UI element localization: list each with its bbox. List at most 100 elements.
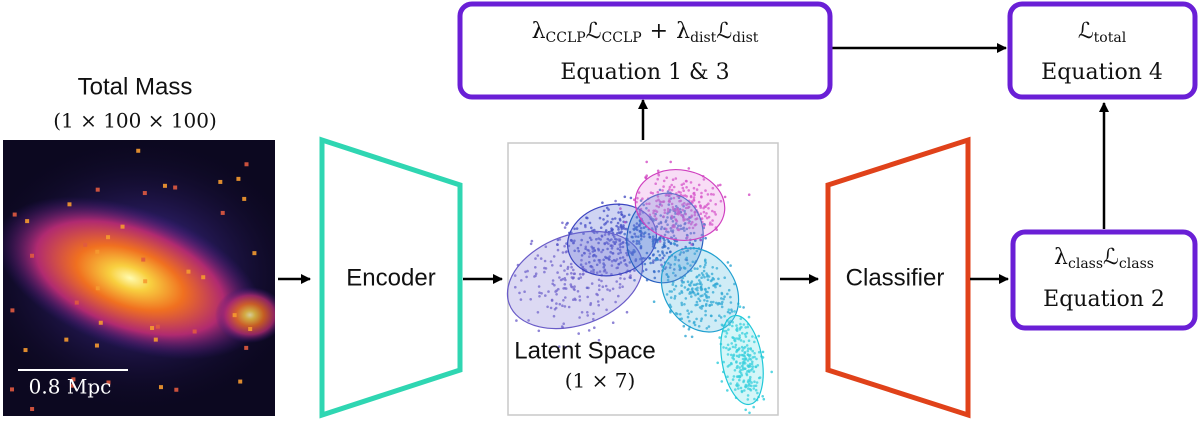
latent-point — [629, 196, 633, 200]
latent-point — [604, 221, 608, 225]
latent-point — [607, 208, 610, 211]
latent-point — [534, 272, 538, 276]
latent-point — [592, 246, 595, 250]
latent-point — [739, 339, 743, 342]
latent-point — [719, 316, 723, 319]
latent-point — [529, 298, 532, 301]
latent-point — [742, 354, 746, 357]
latent-point — [721, 300, 724, 304]
latent-point — [656, 177, 659, 181]
latent-point — [725, 332, 729, 335]
latent-point — [746, 394, 750, 397]
latent-point — [687, 221, 690, 225]
latent-point — [718, 284, 722, 288]
latent-point — [726, 292, 729, 296]
latent-point — [670, 229, 673, 233]
classifier-shape — [825, 136, 971, 419]
latent-point — [726, 343, 730, 347]
latent-point — [692, 291, 696, 295]
latent-point — [667, 262, 670, 265]
latent-point — [699, 204, 702, 207]
latent-point — [700, 305, 704, 308]
latent-point — [742, 380, 745, 384]
latent-point — [715, 267, 719, 270]
latent-point — [593, 326, 596, 330]
latent-point — [595, 271, 599, 275]
latent-point — [579, 276, 583, 279]
latent-point — [611, 252, 614, 255]
latent-point — [737, 387, 740, 390]
latent-point — [537, 285, 541, 288]
latent-point — [719, 183, 722, 187]
latent-point — [685, 227, 689, 231]
latent-point — [699, 212, 703, 215]
latent-point — [724, 329, 728, 333]
latent-point — [606, 214, 609, 218]
latent-point — [665, 251, 669, 255]
latent-point — [601, 285, 605, 289]
latent-point — [572, 268, 575, 272]
latent-point — [635, 222, 639, 225]
latent-point — [570, 238, 573, 242]
latent-point — [608, 258, 611, 261]
mass-speck — [173, 185, 178, 190]
formula-symbol: λ — [1054, 245, 1068, 270]
latent-point — [635, 239, 639, 243]
latent-point — [738, 366, 741, 369]
latent-point — [620, 213, 624, 217]
formula-symbol: ℒ — [586, 19, 602, 44]
latent-point — [657, 198, 660, 202]
latent-point — [696, 303, 699, 307]
latent-point — [573, 272, 576, 276]
latent-point — [753, 352, 756, 355]
latent-point — [623, 227, 626, 230]
latent-point — [556, 243, 559, 246]
latent-point — [675, 244, 679, 247]
latent-point — [686, 309, 689, 313]
latent-point — [642, 232, 646, 235]
latent-point — [563, 305, 567, 308]
latent-point — [705, 275, 709, 278]
latent-point — [602, 209, 606, 213]
latent-point — [741, 331, 744, 335]
latent-point — [696, 289, 699, 292]
latent-point — [612, 240, 615, 244]
latent-point — [606, 237, 610, 241]
latent-point — [720, 297, 723, 300]
latent-point — [746, 325, 750, 329]
latent-point — [569, 262, 573, 266]
latent-point — [685, 195, 688, 198]
latent-point — [704, 290, 708, 294]
latent-point — [735, 337, 739, 340]
latent-point — [722, 360, 725, 364]
latent-point — [670, 202, 674, 206]
latent-point — [677, 228, 681, 232]
classifier-label: Classifier — [846, 264, 945, 291]
latent-point — [749, 388, 753, 392]
latent-point — [703, 275, 706, 279]
latent-point — [580, 258, 583, 262]
latent-point — [603, 233, 607, 237]
latent-point — [741, 363, 745, 366]
latent-point — [677, 211, 681, 215]
latent-point — [561, 221, 564, 225]
latent-point — [534, 257, 537, 260]
latent-point — [573, 285, 576, 288]
latent-point — [549, 260, 553, 263]
latent-point — [751, 335, 754, 338]
latent-point — [747, 193, 751, 196]
latent-point — [666, 190, 670, 193]
latent-point — [583, 252, 586, 255]
latent-point — [672, 242, 676, 245]
latent-point — [625, 310, 629, 314]
latent-point — [652, 211, 655, 215]
latent-point — [629, 276, 632, 280]
latent-point — [689, 222, 693, 226]
latent-point — [695, 249, 699, 253]
latent-point — [655, 217, 658, 220]
latent-point — [632, 224, 636, 227]
latent-point — [680, 284, 683, 287]
latent-point — [722, 329, 726, 333]
latent-point — [618, 283, 622, 286]
formula-operator: + — [650, 19, 668, 44]
